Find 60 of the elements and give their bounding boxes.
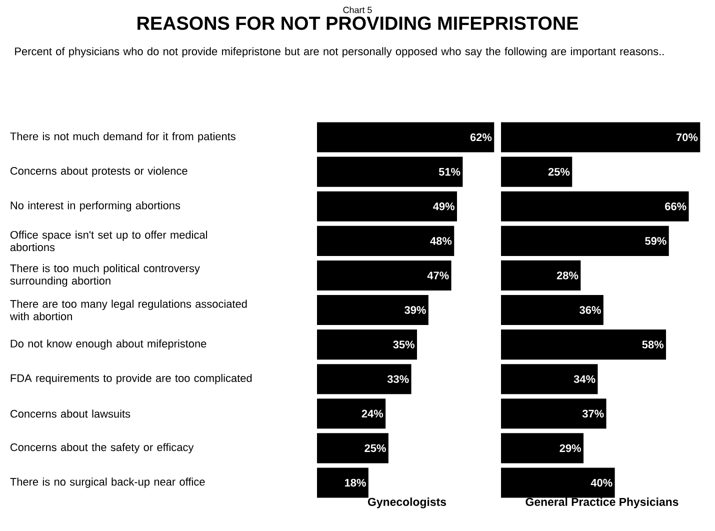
y-tick-label: No interest in performing abortions [10,201,180,212]
data-label: 24% [362,410,384,418]
bar [501,260,581,290]
y-tick-label: There is not much demand for it from patients [10,132,236,142]
bar [501,191,689,222]
y-tick-label: There are too many legal regulations associated with abortion [10,300,247,320]
chart-title: REASONS FOR NOT PROVIDING MIFEPRISTONE [138,16,578,30]
bar [501,433,584,464]
data-label: 62% [470,133,492,142]
data-label: 59% [645,237,666,245]
bar [317,191,457,222]
data-label: 36% [580,306,601,314]
bar [501,468,615,498]
data-label: 33% [387,375,409,383]
data-label: 48% [430,237,452,245]
bar [317,330,417,360]
data-label: 29% [560,444,582,452]
y-tick-label: There is no surgical back-up near office [10,478,205,488]
data-label: 40% [590,478,612,487]
data-label: 35% [393,340,415,348]
bar [501,122,700,152]
bar [317,260,452,290]
bar [501,226,669,256]
y-tick-label: Do not know enough about mifepristone [10,339,206,350]
bar [317,433,388,464]
data-label: 47% [427,272,449,280]
data-label: 58% [642,340,664,348]
data-label: 49% [433,202,454,210]
chart-subtitle: Percent of physicians who do not provide mifepristone but are not personally opposed who say the following are important reasons.. [15,47,664,58]
bar [501,294,604,326]
data-label: 34% [574,375,596,383]
x-axis-title: Gynecologists [368,498,446,508]
data-label: 25% [548,168,570,176]
data-label: 39% [404,306,426,314]
data-label: 37% [582,410,604,418]
bar [317,156,463,187]
bar [501,398,606,429]
y-tick-label: Office space isn't set up to offer medical abortions [10,230,208,252]
bar [501,156,572,187]
y-tick-label: Concerns about the safety or efficacy [10,443,194,454]
caption: Chart 5 [343,6,372,14]
y-tick-label: FDA requirements to provide are too complicated [10,374,252,384]
y-tick-label: There is too much political controversy surrounding abortion [10,264,200,287]
x-axis-title: General Practice Physicians [526,498,678,508]
bar [501,364,598,394]
data-label: 28% [556,272,578,280]
data-label: 51% [438,168,460,176]
bar [317,122,494,152]
bar [317,398,386,429]
bar [317,226,454,256]
data-label: 18% [344,478,366,487]
data-label: 70% [676,133,698,142]
bar [317,294,428,326]
bar [317,468,368,498]
bar [501,330,666,360]
data-label: 66% [665,202,686,210]
y-tick-label: Concerns about protests or violence [10,166,188,177]
bar [317,364,412,394]
y-tick-label: Concerns about lawsuits [10,410,130,418]
data-label: 25% [364,444,386,452]
